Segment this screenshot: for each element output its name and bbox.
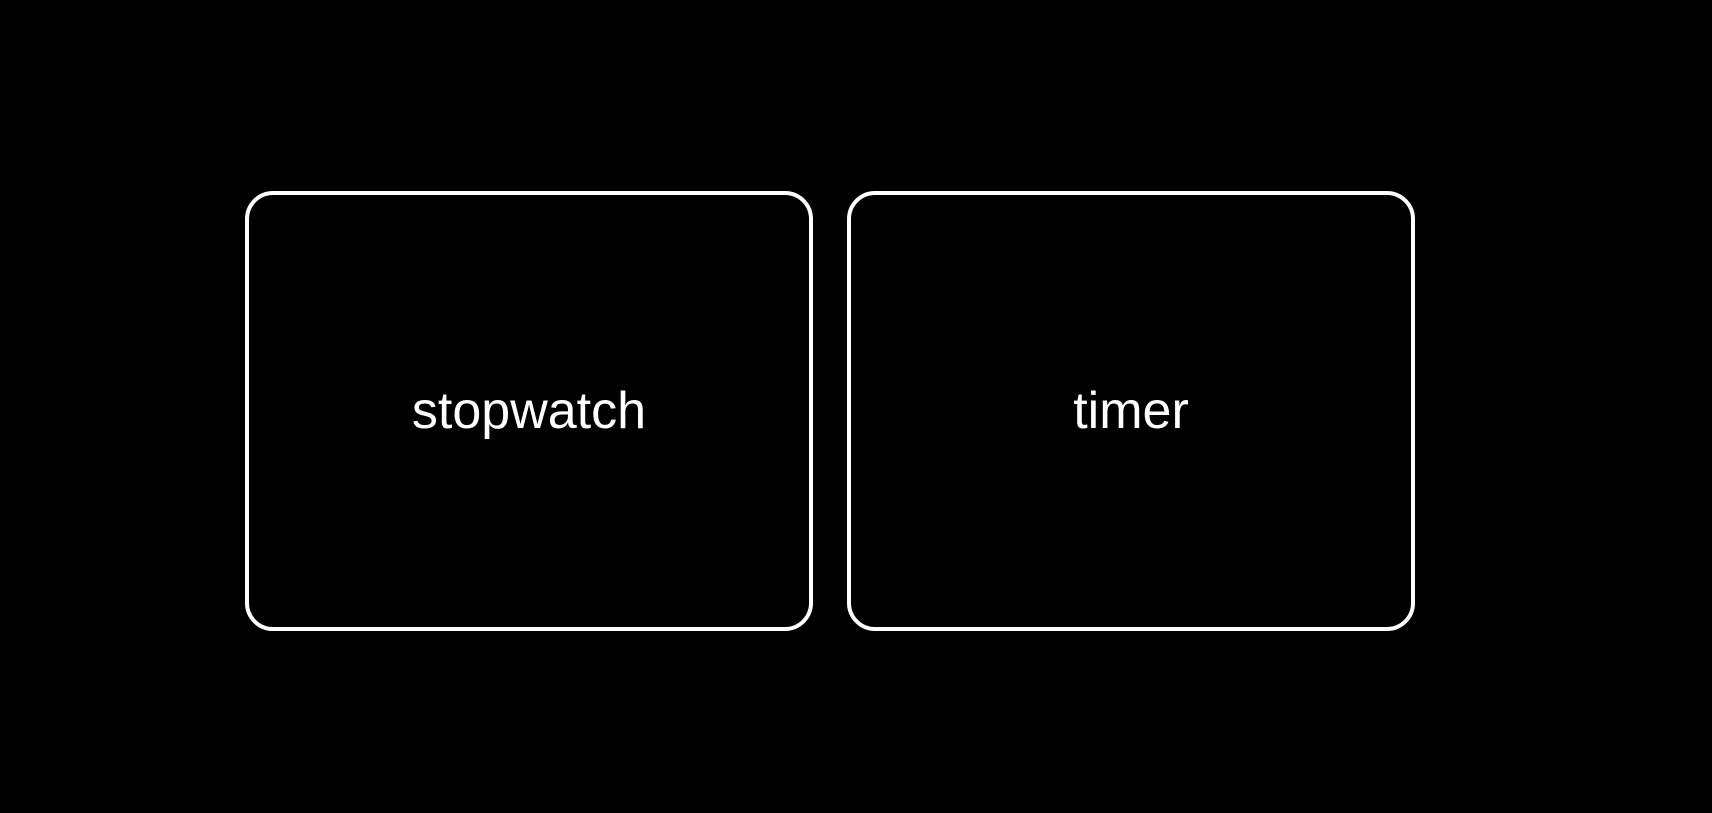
stopwatch-label: stopwatch [411, 382, 647, 440]
timer-label: timer [1073, 382, 1189, 440]
timer-button[interactable]: timer [847, 191, 1415, 631]
stopwatch-button[interactable]: stopwatch [245, 191, 813, 631]
